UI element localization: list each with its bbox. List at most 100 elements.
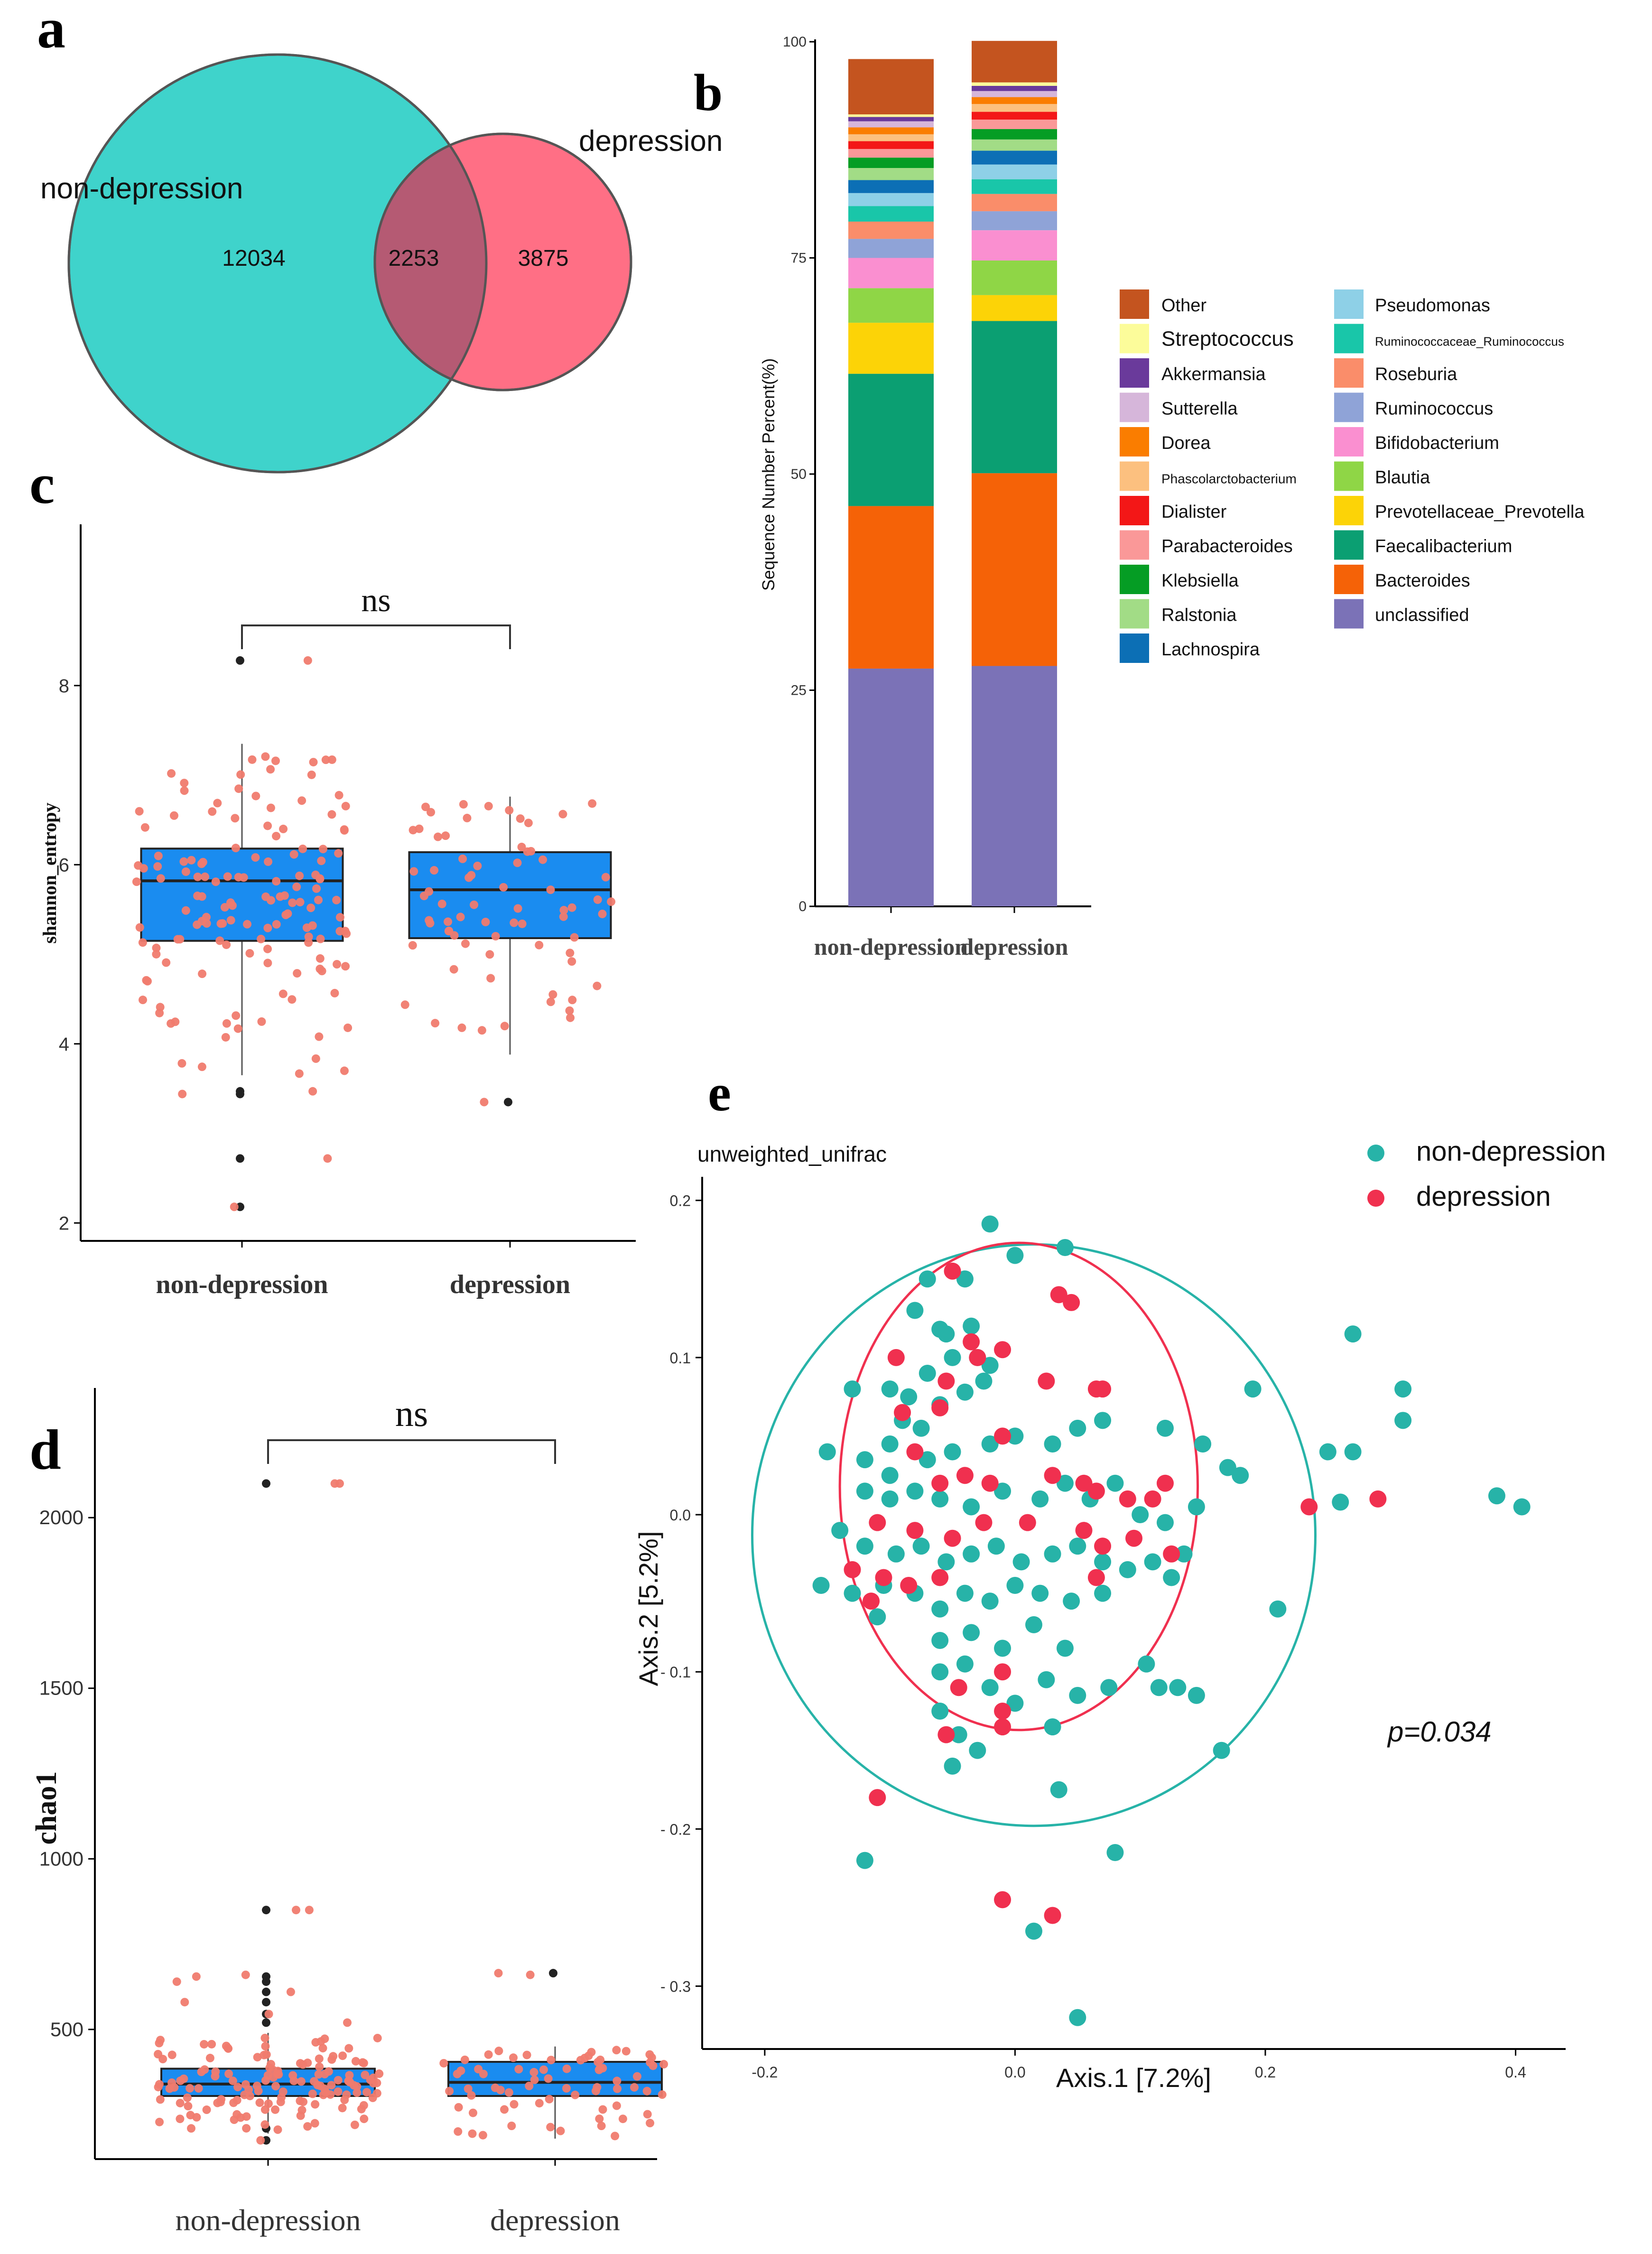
legend-swatch-Akkermansia [1120,358,1149,388]
scatter-point-non-depression [1031,1584,1049,1602]
box-jitter-point [350,2120,359,2129]
legend-label-Bacteroides: Bacteroides [1375,571,1470,591]
scatter-point-non-depression [1344,1325,1362,1343]
scatter-point-non-depression [812,1577,830,1594]
box-jitter-point [562,2064,571,2073]
scatter-point-non-depression [981,1435,999,1453]
box-jitter-point [361,2070,370,2079]
scatter-point-non-depression [1069,1537,1086,1555]
legend-label-Ruminococcaceae_Ruminococcus: Ruminococcaceae_Ruminococcus [1375,335,1564,349]
scatter-point-non-depression [1150,1679,1168,1696]
bar-x-tick-label-depression: depression [961,933,1068,960]
box-outlier-point [236,1154,244,1163]
box-jitter-point [622,2047,631,2056]
box-jitter-point [327,810,336,819]
scatter-point-depression [937,1372,955,1390]
legend-label-non-depression: non-depression [1416,1136,1606,1167]
bar-y-tick-label: 25 [791,683,807,699]
box-jitter-point [279,824,288,833]
box-jitter-point [567,957,576,966]
box-y-tick-label: 2000 [39,1506,84,1528]
p-value-annotation: p=0.034 [1387,1716,1492,1748]
venn-count-non-depression-only: 12034 [222,246,285,271]
box-jitter-point [434,832,443,841]
legend-swatch-Bacteroides [1334,565,1364,594]
scatter-point-depression [994,1663,1012,1681]
box-jitter-point [559,906,568,915]
bar-segment-Ruminococcaceae_Ruminococcus [972,179,1057,194]
scatter-point-non-depression [881,1435,899,1453]
ellipse-depression [838,1241,1199,1732]
box-jitter-point [369,2079,378,2088]
scatter-point-non-depression [906,1482,924,1500]
scatter-point-depression [906,1522,924,1539]
scatter-point-non-depression [1006,1695,1024,1712]
legend-swatch-Parabacteroides [1120,530,1149,560]
box-jitter-point [156,1003,165,1012]
box-jitter-point [228,2077,237,2086]
box-jitter-point [276,892,285,901]
legend-swatch-Lachnospira [1120,633,1149,663]
box-jitter-point [571,2090,580,2099]
scatter-point-non-depression [919,1364,936,1382]
box-jitter-point [607,897,616,906]
box-jitter-point [183,2093,192,2102]
box-jitter-point [327,755,336,764]
bar-segment-Other [972,41,1057,83]
box-jitter-point [181,867,190,876]
box-jitter-point [180,1998,189,2007]
panel-label-e: e [708,1064,731,1122]
bar-segment-unclassified [972,666,1057,906]
box-jitter-point [242,2112,251,2121]
scatter-point-non-depression [1156,1514,1174,1531]
legend-label-Ralstonia: Ralstonia [1161,605,1237,625]
box-jitter-point [315,1032,324,1041]
box-jitter-point [444,917,453,926]
scatter-point-non-depression [956,1270,974,1288]
bar-segment-Prevotellaceae_Prevotella [848,323,934,374]
bar-segment-Faecalibacterium [972,321,1057,474]
box-x-tick-label-non-depression: non-depression [156,1270,328,1299]
scatter-point-non-depression [1094,1412,1112,1429]
significance-bracket [241,624,511,649]
box-jitter-point [304,938,313,947]
box-jitter-point [309,2077,318,2086]
scatter-point-non-depression [981,1593,999,1610]
legend-swatch-Ruminococcaceae_Ruminococcus [1334,324,1364,354]
box-jitter-point [295,1069,304,1078]
box-jitter-point [538,855,548,864]
bar-segment-Dialister [972,112,1057,120]
scatter-point-depression [1094,1380,1112,1398]
box-jitter-point [464,2084,473,2093]
box-jitter-point [154,851,163,860]
box-jitter-point [484,2050,493,2059]
box-jitter-point [522,2050,531,2059]
box-jitter-point [260,2120,269,2129]
box-jitter-point [510,918,519,927]
box-jitter-point [156,874,165,883]
box-jitter-point [132,877,141,886]
legend-label-Lachnospira: Lachnospira [1161,640,1260,660]
box-jitter-point [341,927,350,936]
scatter-point-non-depression [1244,1380,1262,1398]
scatter-point-non-depression [919,1270,936,1288]
box-jitter-point [556,2126,565,2135]
scatter-point-depression [1087,1482,1105,1500]
box-jitter-point [595,2114,604,2124]
scatter-point-non-depression [900,1388,918,1406]
box-jitter-point [484,801,493,810]
box-jitter-point [504,2088,513,2097]
box-jitter-point [153,862,162,871]
box-jitter-point [236,770,245,779]
box-jitter-point [180,786,189,795]
box-outlier-point [262,1906,270,1915]
box-jitter-point [311,2100,320,2109]
box-jitter-point [314,2070,323,2079]
box-jitter-point [311,1054,320,1063]
box-jitter-point [232,2096,241,2105]
legend-swatch-Faecalibacterium [1334,530,1364,560]
scatter-point-non-depression [1056,1639,1074,1657]
box-jitter-point [485,950,494,959]
box-jitter-point [192,2113,201,2122]
legend-swatch-Dorea [1120,427,1149,456]
